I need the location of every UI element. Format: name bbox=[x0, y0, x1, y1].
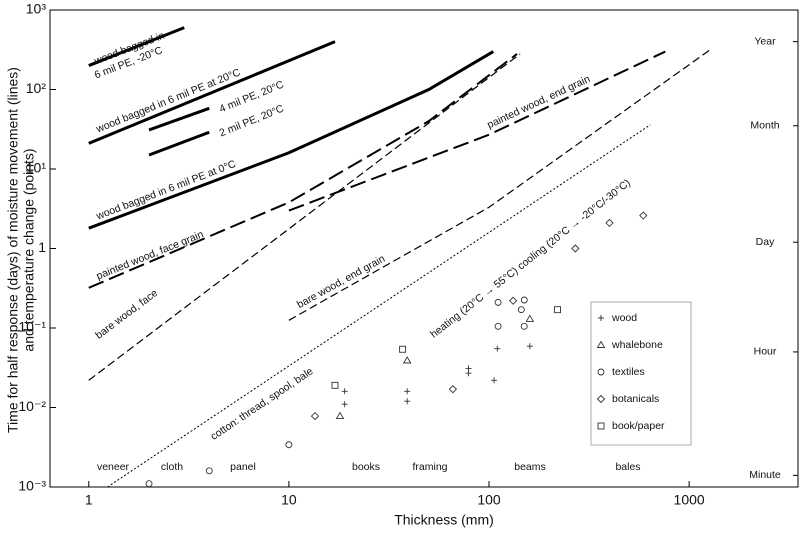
point bbox=[494, 345, 501, 352]
size-class-label: veneer bbox=[97, 461, 130, 473]
legend-label: botanicals bbox=[612, 393, 659, 405]
right-tick-label: Day bbox=[756, 236, 775, 248]
y-axis-label-line: and temperature change (points) bbox=[21, 148, 37, 351]
size-class-label: panel bbox=[230, 461, 256, 473]
point bbox=[494, 322, 502, 330]
x-tick-label: 10 bbox=[281, 492, 297, 508]
point bbox=[465, 370, 472, 377]
point bbox=[310, 411, 320, 421]
point bbox=[520, 296, 528, 304]
right-tick-label: Hour bbox=[754, 346, 777, 358]
point bbox=[285, 441, 293, 449]
series-line bbox=[88, 53, 518, 289]
legend-box bbox=[590, 301, 692, 446]
x-tick-label: 1000 bbox=[674, 492, 705, 508]
point bbox=[554, 306, 561, 314]
series-line bbox=[148, 106, 210, 132]
size-class-label: framing bbox=[412, 461, 447, 473]
point bbox=[491, 377, 498, 384]
size-class-label: cloth bbox=[161, 461, 183, 473]
series-line bbox=[288, 50, 666, 212]
right-tick-label: Minute bbox=[749, 469, 781, 481]
point bbox=[571, 244, 580, 253]
point bbox=[525, 314, 535, 322]
y-tick-label: 10³ bbox=[26, 1, 47, 17]
legend-marker bbox=[596, 340, 606, 348]
point bbox=[402, 356, 412, 364]
legend-label: textiles bbox=[612, 366, 645, 378]
point bbox=[526, 343, 533, 350]
x-axis-label: Thickness (mm) bbox=[394, 512, 494, 528]
series-line bbox=[148, 130, 210, 157]
point bbox=[335, 411, 345, 420]
y-tick-label: 1 bbox=[38, 239, 46, 255]
point bbox=[205, 467, 213, 475]
y-axis-label: Time for half response (days) of moistur… bbox=[5, 67, 37, 433]
line-label: painted wood, face grain bbox=[95, 228, 206, 282]
line-label: cotton: thread, spool, bale bbox=[209, 365, 316, 443]
legend-label: whalebone bbox=[611, 339, 663, 351]
point bbox=[404, 398, 411, 405]
point bbox=[517, 306, 525, 314]
point bbox=[448, 385, 458, 394]
size-class-label: bales bbox=[615, 461, 640, 473]
legend-marker bbox=[597, 368, 605, 376]
x-tick-label: 1 bbox=[85, 492, 93, 508]
point bbox=[399, 345, 407, 353]
y-tick-label: 10⁻³ bbox=[18, 478, 46, 494]
point bbox=[341, 388, 348, 395]
right-tick-label: Month bbox=[750, 120, 779, 132]
legend-label: wood bbox=[611, 312, 637, 324]
series-line bbox=[88, 50, 495, 230]
point bbox=[520, 322, 528, 330]
point bbox=[605, 218, 614, 228]
series-line bbox=[88, 26, 185, 67]
point bbox=[639, 211, 648, 220]
legend-marker bbox=[598, 315, 604, 321]
series-line bbox=[88, 40, 336, 145]
series-line bbox=[107, 124, 651, 488]
series-line bbox=[88, 53, 521, 381]
x-tick-label: 100 bbox=[477, 492, 501, 508]
line-label: wood bagged in 6 mil PE at 0°C bbox=[94, 158, 238, 223]
y-tick-label: 10⁻¹ bbox=[18, 319, 46, 335]
line-label: wood bagged in 6 mil PE at 20°C bbox=[94, 66, 243, 135]
legend-marker bbox=[597, 422, 605, 430]
legend-marker bbox=[596, 394, 606, 404]
line-label: painted wood, end grain bbox=[485, 73, 592, 131]
point bbox=[145, 480, 153, 488]
point bbox=[404, 388, 411, 395]
size-class-label: beams bbox=[514, 461, 546, 473]
point bbox=[509, 296, 518, 305]
y-tick-label: 10¹ bbox=[26, 160, 47, 176]
point bbox=[494, 298, 502, 306]
point bbox=[341, 401, 348, 408]
legend-label: book/paper bbox=[612, 420, 665, 432]
right-tick-label: Year bbox=[754, 35, 776, 47]
y-tick-label: 10² bbox=[26, 80, 47, 96]
y-tick-label: 10⁻² bbox=[18, 398, 46, 414]
y-axis-label-line: Time for half response (days) of moistur… bbox=[5, 67, 21, 433]
series-line bbox=[288, 49, 710, 321]
point bbox=[331, 381, 339, 389]
line-label: bare wood, end grain bbox=[295, 253, 387, 311]
size-class-label: books bbox=[352, 461, 380, 473]
